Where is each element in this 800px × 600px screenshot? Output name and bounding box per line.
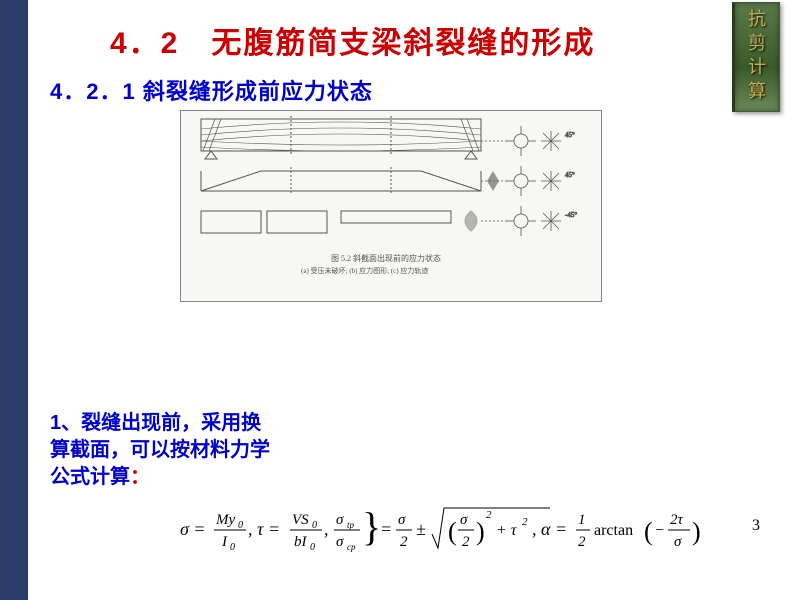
svg-text:1: 1: [578, 512, 586, 528]
angle-label-1: 45°: [565, 131, 575, 139]
page-number: 3: [752, 517, 760, 535]
svg-text:2: 2: [462, 534, 470, 550]
svg-text:, α =: , α =: [532, 519, 567, 539]
beam-stress-figure: 45° 45° -45°: [180, 110, 602, 302]
figure-caption-main: 图 5.2 斜截面出现前的应力状态: [331, 253, 441, 263]
svg-text:): ): [692, 517, 701, 546]
side-callout-char-3: 计: [735, 55, 779, 79]
svg-text:bI: bI: [294, 534, 308, 550]
svg-text:σ: σ: [398, 512, 406, 528]
svg-text:2: 2: [486, 509, 492, 521]
svg-text:0: 0: [312, 520, 317, 531]
svg-text:2: 2: [400, 534, 408, 550]
stress-formula: σ = My0 I0 , τ = VS0 bI0 , σtp σcp } = σ…: [180, 500, 720, 565]
svg-text:2τ: 2τ: [670, 512, 684, 528]
angle-label-3: -45°: [565, 211, 577, 219]
svg-text:+ τ: + τ: [496, 522, 518, 539]
svg-text:σ: σ: [460, 512, 468, 528]
body-paragraph: 1、裂缝出现前，采用换 算截面，可以按材料力学 公式计算：: [50, 410, 330, 491]
angle-label-2: 45°: [565, 171, 575, 179]
svg-text:I: I: [221, 534, 228, 550]
svg-text:σ: σ: [336, 534, 344, 550]
svg-text:,: ,: [324, 519, 329, 539]
svg-text:0: 0: [238, 520, 243, 531]
side-callout-char-4: 算: [735, 79, 779, 103]
svg-text:σ: σ: [674, 534, 682, 550]
svg-text:(: (: [448, 517, 457, 546]
svg-text:0: 0: [310, 542, 315, 553]
body-line-2: 算截面，可以按材料力学: [50, 439, 270, 461]
svg-text:=: =: [380, 519, 392, 539]
slide: 4．2 无腹筋简支梁斜裂缝的形成 4．2．1 斜裂缝形成前应力状态 抗 剪 计 …: [0, 0, 800, 600]
left-accent-bar: [0, 0, 28, 600]
body-line-3: 公式计算: [50, 466, 130, 488]
svg-text:tp: tp: [347, 520, 355, 530]
svg-text:2: 2: [522, 516, 528, 528]
body-colon: ：: [130, 466, 150, 488]
svg-text:±: ±: [416, 519, 426, 539]
svg-text:cp: cp: [347, 542, 356, 552]
side-callout-char-2: 剪: [735, 31, 779, 55]
side-callout-char-1: 抗: [735, 7, 779, 31]
svg-text:My: My: [215, 512, 235, 528]
svg-text:}: }: [362, 504, 381, 549]
svg-text:2: 2: [578, 534, 586, 550]
side-callout-box: 抗 剪 计 算: [732, 2, 780, 112]
subsection-title: 4．2．1 斜裂缝形成前应力状态: [50, 74, 373, 106]
svg-text:(: (: [644, 517, 653, 546]
svg-text:): ): [476, 517, 485, 546]
body-line-1: 1、裂缝出现前，采用换: [50, 412, 261, 434]
figure-svg: 45° 45° -45°: [181, 111, 601, 301]
svg-text:, τ =: , τ =: [248, 519, 280, 539]
svg-text:σ: σ: [336, 512, 344, 528]
figure-caption-sub: (a) 受压未破坏; (b) 应力图形; (c) 应力轨迹: [301, 266, 428, 275]
section-title: 4．2 无腹筋简支梁斜裂缝的形成: [110, 18, 595, 62]
svg-text:0: 0: [230, 542, 235, 553]
svg-text:VS: VS: [292, 512, 309, 528]
svg-text:−: −: [654, 522, 665, 539]
svg-text:arctan: arctan: [594, 522, 633, 539]
svg-text:σ =: σ =: [180, 519, 206, 539]
